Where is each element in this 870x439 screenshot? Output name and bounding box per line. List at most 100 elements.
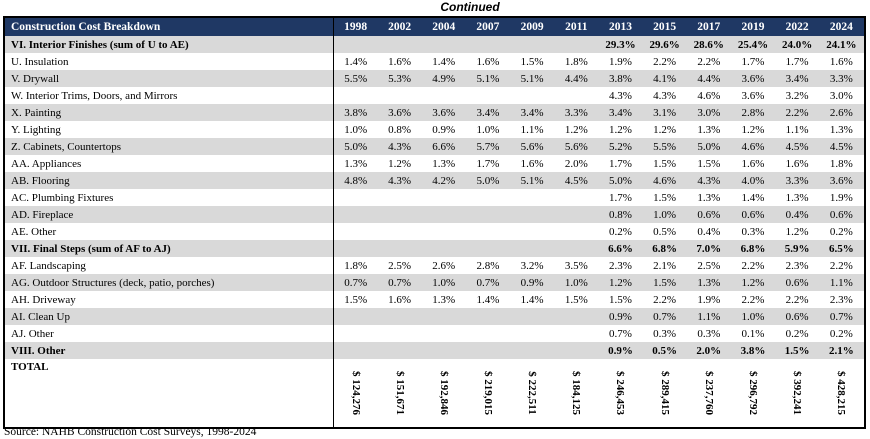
cell-value: 4.5% — [554, 172, 599, 189]
cell-value: 1.9% — [608, 55, 632, 68]
cell-value — [332, 325, 378, 342]
row-label: V. Drywall — [5, 70, 334, 87]
row-label: VIII. Other — [5, 342, 334, 359]
cell-value: 0.2% — [608, 225, 632, 238]
cell-value: 5.9% — [775, 240, 820, 257]
total-cell-value: $ 428,215 — [835, 371, 848, 415]
cell-value — [377, 308, 422, 325]
cell-value — [510, 36, 555, 53]
cell-value — [332, 206, 378, 223]
cell-value — [421, 206, 466, 223]
cell-value — [466, 189, 510, 206]
cell-value: 0.3% — [653, 327, 677, 340]
cell-value: 3.6% — [377, 104, 422, 121]
cell-value: 2.2% — [775, 104, 820, 121]
cell-value — [378, 87, 422, 104]
total-cell-value: $ 219,015 — [481, 371, 494, 415]
cell-value: 4.3% — [608, 89, 632, 102]
cell-value — [377, 342, 422, 359]
cell-value: 1.7% — [476, 157, 500, 170]
cell-value: 3.6% — [741, 89, 765, 102]
cell-value — [466, 325, 510, 342]
cell-value — [554, 342, 599, 359]
year-column-header: 2007 — [465, 18, 511, 36]
cell-value: 1.2% — [653, 123, 677, 136]
cell-value: 0.3% — [741, 225, 765, 238]
cell-value: 1.5% — [608, 293, 632, 306]
cell-value: 1.0% — [421, 274, 466, 291]
cell-value — [510, 342, 555, 359]
row-label: AH. Driveway — [11, 293, 76, 306]
cell-value: 1.0% — [642, 206, 687, 223]
cell-value: 1.3% — [432, 157, 456, 170]
cell-value: 2.1% — [819, 342, 864, 359]
table-row: Y. Lighting 1.0% 0.8% 0.9% 1.0% 1.1% 1.2% 1.2% 1… — [5, 121, 864, 138]
cell-value — [422, 87, 466, 104]
cell-value: 1.2% — [564, 123, 588, 136]
total-cell-value: $ 192,846 — [437, 371, 450, 415]
cell-value — [510, 223, 554, 240]
cell-value: 2.6% — [432, 259, 456, 272]
table-row: AF. Landscaping 1.8% 2.5% 2.6% 2.8% 3.2% 3.5% 2… — [5, 257, 864, 274]
cell-value: 3.1% — [642, 104, 687, 121]
cell-value: 4.8% — [332, 172, 378, 189]
cell-value: 1.7% — [785, 55, 809, 68]
table-row: V. Drywall 5.5% 5.3% 4.9% 5.1% 5.1% 4.4% 3.8% 4.… — [5, 70, 864, 87]
cell-value: 4.0% — [730, 172, 776, 189]
cell-value: 3.4% — [598, 104, 643, 121]
row-label: W. Interior Trims, Doors, and Mirrors — [11, 89, 178, 102]
cell-value: 4.9% — [421, 70, 466, 87]
row-label: AJ. Other — [11, 327, 54, 340]
cell-value: 0.7% — [608, 327, 632, 340]
cell-value: 1.8% — [829, 157, 853, 170]
cell-value: 0.3% — [697, 327, 721, 340]
cell-value — [378, 189, 422, 206]
cell-value — [554, 87, 598, 104]
cell-value: 1.3% — [432, 293, 456, 306]
cell-value: 4.6% — [730, 138, 776, 155]
cell-value: 4.4% — [686, 70, 731, 87]
cell-value — [554, 308, 599, 325]
cell-value — [377, 206, 422, 223]
cell-value: 1.4% — [741, 191, 765, 204]
cell-value: 2.5% — [388, 259, 412, 272]
table-row: U. Insulation 1.4% 1.6% 1.4% 1.6% 1.5% 1.8% 1.9… — [5, 53, 864, 70]
cell-value: 6.5% — [819, 240, 864, 257]
cell-value: 1.9% — [829, 191, 853, 204]
cell-value — [510, 189, 554, 206]
cell-value: 1.4% — [332, 53, 378, 70]
cell-value: 4.5% — [775, 138, 820, 155]
cell-value: 1.7% — [608, 157, 632, 170]
cell-value — [466, 87, 510, 104]
cell-value: 5.2% — [598, 138, 643, 155]
cell-value: 1.2% — [608, 123, 632, 136]
cell-value — [510, 325, 554, 342]
cell-value: 6.8% — [642, 240, 687, 257]
cell-value: 3.4% — [775, 70, 820, 87]
cell-value: 5.7% — [465, 138, 511, 155]
cell-value: 3.0% — [686, 104, 731, 121]
cell-value: 5.5% — [642, 138, 687, 155]
cell-value — [510, 240, 555, 257]
cell-value: 1.8% — [564, 55, 588, 68]
cell-value: 2.5% — [697, 259, 721, 272]
cell-value: 0.5% — [653, 225, 677, 238]
cell-value — [465, 308, 511, 325]
year-column-header: 2022 — [775, 18, 820, 36]
cell-value: 5.1% — [510, 70, 555, 87]
cell-value: 1.3% — [697, 191, 721, 204]
cell-value: 4.3% — [686, 172, 731, 189]
cell-value: 2.8% — [476, 259, 500, 272]
cell-value: 0.2% — [829, 225, 853, 238]
cell-value — [466, 223, 510, 240]
total-label: TOTAL — [11, 361, 49, 373]
cell-value: 24.0% — [775, 36, 820, 53]
cell-value: 0.2% — [829, 327, 853, 340]
cell-value — [554, 240, 599, 257]
cell-value: 1.9% — [697, 293, 721, 306]
cell-value: 1.2% — [598, 274, 643, 291]
cell-value: 3.4% — [465, 104, 511, 121]
cell-value: 1.1% — [686, 308, 731, 325]
cell-value: 1.7% — [741, 55, 765, 68]
table-row: AI. Clean Up 0.9% 0.7% 1.1% 1.0% 0.6% 0.7% — [5, 308, 864, 325]
